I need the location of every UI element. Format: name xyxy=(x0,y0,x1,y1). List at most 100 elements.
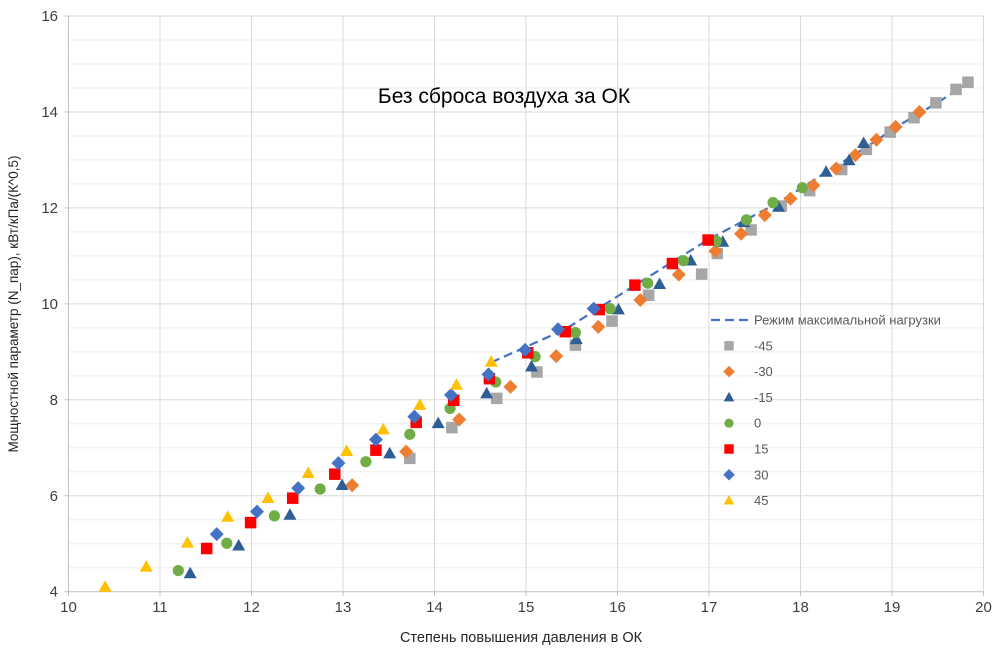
data-point--30 xyxy=(806,178,821,193)
y-axis-title: Мощностной параметр (N_пар), кВт/кПа/(К^… xyxy=(6,155,21,452)
data-point-0 xyxy=(677,255,689,267)
data-point-30 xyxy=(407,409,422,424)
data-point--30 xyxy=(633,293,648,308)
data-point--45 xyxy=(531,366,543,378)
data-point--45 xyxy=(404,452,416,465)
data-point-0 xyxy=(767,197,779,209)
data-point-45 xyxy=(180,536,194,548)
data-point--15 xyxy=(431,416,445,429)
data-point--30 xyxy=(912,104,927,119)
data-point--15 xyxy=(183,566,197,579)
data-point--30 xyxy=(708,244,723,259)
data-point-15 xyxy=(244,516,257,529)
data-point-15 xyxy=(559,325,572,338)
data-point-45 xyxy=(98,580,112,592)
data-point-30 xyxy=(291,481,306,496)
data-point-0 xyxy=(221,537,233,549)
legend-item: 15 xyxy=(724,442,768,457)
data-point-30 xyxy=(443,388,458,403)
data-point--15 xyxy=(653,277,667,290)
data-point--45 xyxy=(446,421,458,434)
legend-label: 45 xyxy=(754,493,768,508)
legend-circle-icon xyxy=(724,418,734,428)
data-point--45 xyxy=(803,184,816,197)
series-0 xyxy=(172,182,808,577)
data-point-0 xyxy=(404,428,416,440)
data-point-0 xyxy=(360,456,372,468)
y-tick-label: 6 xyxy=(50,488,58,505)
data-point--30 xyxy=(757,208,772,223)
data-point--30 xyxy=(345,478,360,493)
data-point-30 xyxy=(481,367,496,382)
data-point-15 xyxy=(447,394,460,407)
data-point-45 xyxy=(340,444,354,456)
legend-diamond-icon xyxy=(723,365,735,378)
data-point--45 xyxy=(695,268,708,280)
data-point-0 xyxy=(796,182,808,194)
data-point-30 xyxy=(586,301,601,316)
data-point--15 xyxy=(335,478,349,491)
data-point-0 xyxy=(604,303,616,315)
data-point--30 xyxy=(869,132,884,147)
data-point--30 xyxy=(549,349,564,364)
data-point--45 xyxy=(930,97,942,109)
data-point--15 xyxy=(772,200,786,212)
legend-square-icon xyxy=(724,341,734,351)
data-point-30 xyxy=(209,527,224,542)
series-15 xyxy=(200,234,714,555)
data-point--15 xyxy=(524,360,538,372)
series--30 xyxy=(345,104,927,493)
data-point-45 xyxy=(261,491,275,503)
data-point--30 xyxy=(734,226,749,241)
data-point-30 xyxy=(331,456,346,471)
data-point-45 xyxy=(221,510,235,522)
data-point--15 xyxy=(283,508,297,520)
data-point--30 xyxy=(399,444,414,459)
legend-diamond-icon xyxy=(723,469,735,481)
data-point--45 xyxy=(569,339,582,351)
data-point--45 xyxy=(962,76,974,88)
data-point-45 xyxy=(413,398,427,410)
data-point-15 xyxy=(702,234,714,246)
data-point-0 xyxy=(314,483,326,495)
x-tick-label: 17 xyxy=(701,599,718,616)
legend-triangle-icon xyxy=(723,495,735,505)
legend-item: Режим максимальной нагрузки xyxy=(711,313,941,328)
x-tick-label: 20 xyxy=(975,599,992,616)
legend-item: -30 xyxy=(723,364,773,379)
data-point--30 xyxy=(591,319,606,334)
data-point-15 xyxy=(410,416,422,429)
data-point--45 xyxy=(606,315,618,327)
x-tick-label: 11 xyxy=(152,599,168,616)
data-point-30 xyxy=(368,432,383,447)
legend-label: Режим максимальной нагрузки xyxy=(754,313,941,328)
legend-label: 15 xyxy=(754,442,768,457)
data-point--15 xyxy=(857,136,871,148)
data-point-15 xyxy=(329,468,341,480)
data-point-0 xyxy=(172,564,184,577)
chart-title: Без сброса воздуха за ОК xyxy=(378,85,631,108)
x-tick-label: 10 xyxy=(60,599,77,616)
legend-label: 30 xyxy=(754,467,768,482)
y-tick-label: 8 xyxy=(50,392,58,409)
x-tick-label: 12 xyxy=(243,599,260,616)
data-point--15 xyxy=(819,165,833,177)
data-point--30 xyxy=(783,191,798,206)
data-point--15 xyxy=(569,332,583,345)
legend-label: -30 xyxy=(754,364,773,379)
data-point--15 xyxy=(383,446,397,459)
series--15 xyxy=(183,136,871,579)
data-point--45 xyxy=(642,289,655,301)
data-point-30 xyxy=(249,504,264,519)
data-point--45 xyxy=(490,392,503,405)
y-tick-label: 14 xyxy=(41,104,58,121)
y-tick-label: 12 xyxy=(41,200,58,217)
data-point--45 xyxy=(884,126,896,138)
data-point-0 xyxy=(740,214,753,226)
data-point--15 xyxy=(842,153,856,166)
data-point-0 xyxy=(642,277,654,289)
data-point--45 xyxy=(950,83,962,96)
data-point-45 xyxy=(376,422,390,435)
x-tick-label: 15 xyxy=(518,599,535,616)
